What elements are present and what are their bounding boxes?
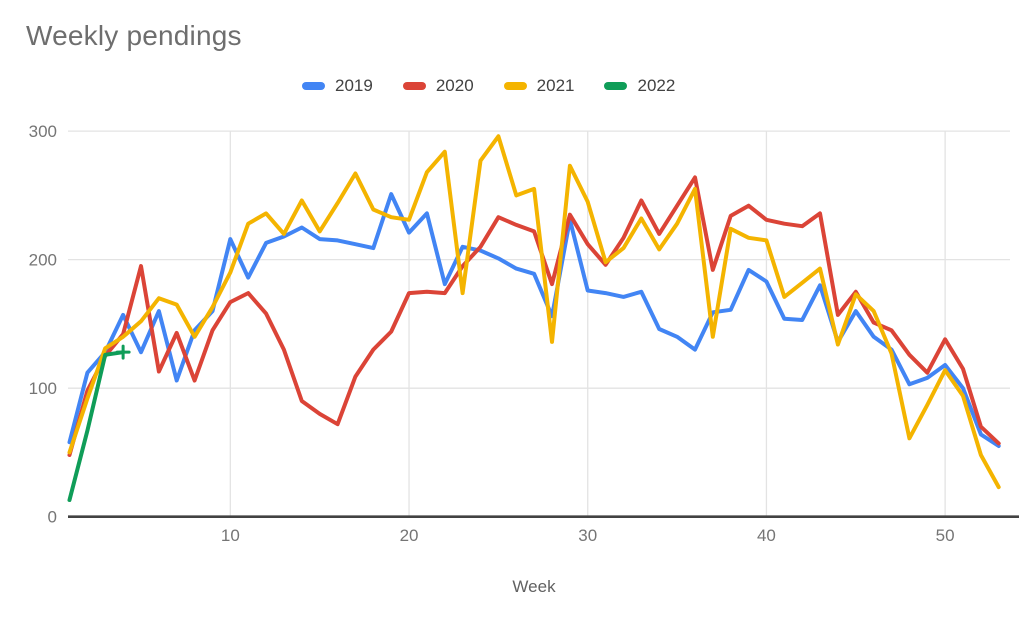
legend-swatch bbox=[402, 82, 426, 90]
x-tick-label: 10 bbox=[221, 526, 240, 545]
legend-swatch bbox=[604, 82, 628, 90]
legend-label: 2021 bbox=[536, 76, 575, 95]
legend-item-2022[interactable]: 2022 bbox=[604, 76, 675, 96]
legend-item-2020[interactable]: 2020 bbox=[402, 76, 474, 96]
legend-swatch bbox=[302, 82, 325, 90]
y-tick-label: 300 bbox=[29, 122, 57, 141]
series-line-2021 bbox=[67, 134, 1001, 490]
x-axis-title: Week bbox=[512, 577, 556, 596]
series-lines bbox=[67, 134, 1001, 502]
x-tick-label: 40 bbox=[757, 526, 776, 545]
x-tick-label: 20 bbox=[400, 526, 419, 545]
chart-legend: 2019 2020 2021 2022 bbox=[302, 76, 675, 96]
legend-label: 2020 bbox=[435, 76, 474, 95]
y-tick-label: 0 bbox=[48, 508, 57, 527]
legend-swatch bbox=[503, 82, 527, 90]
series-line-2020 bbox=[67, 175, 1001, 457]
axis-tick-labels: 0 100 200 300 10 20 30 40 50 bbox=[29, 122, 955, 545]
x-tick-label: 30 bbox=[578, 526, 597, 545]
legend-item-2019[interactable]: 2019 bbox=[302, 76, 373, 96]
series-line-2022 bbox=[67, 350, 126, 502]
gridlines bbox=[68, 130, 1010, 517]
legend-label: 2019 bbox=[335, 76, 373, 95]
y-tick-label: 200 bbox=[29, 251, 57, 270]
legend-label: 2022 bbox=[637, 76, 676, 95]
x-tick-label: 50 bbox=[936, 526, 955, 545]
y-tick-label: 100 bbox=[29, 379, 57, 398]
legend-item-2021[interactable]: 2021 bbox=[503, 76, 575, 96]
chart-title: Weekly pendings bbox=[26, 20, 242, 51]
series-end-marker-2022 bbox=[115, 344, 131, 360]
